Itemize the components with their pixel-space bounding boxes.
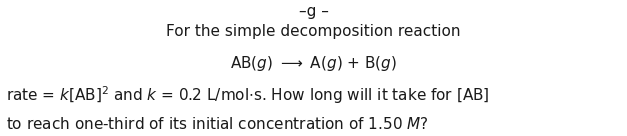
- Text: to reach one-third of its initial concentration of 1.50 $\mathit{M}$?: to reach one-third of its initial concen…: [6, 116, 429, 132]
- Text: AB($\mathit{g}$) $\longrightarrow$ A($\mathit{g}$) + B($\mathit{g}$): AB($\mathit{g}$) $\longrightarrow$ A($\m…: [230, 54, 397, 73]
- Text: –g –: –g –: [298, 4, 329, 19]
- Text: For the simple decomposition reaction: For the simple decomposition reaction: [166, 24, 461, 39]
- Text: rate = $\mathit{k}$[AB]$^{2}$ and $\mathit{k}$ = 0.2 L/mol$\cdot$s. How long wil: rate = $\mathit{k}$[AB]$^{2}$ and $\math…: [6, 84, 490, 106]
